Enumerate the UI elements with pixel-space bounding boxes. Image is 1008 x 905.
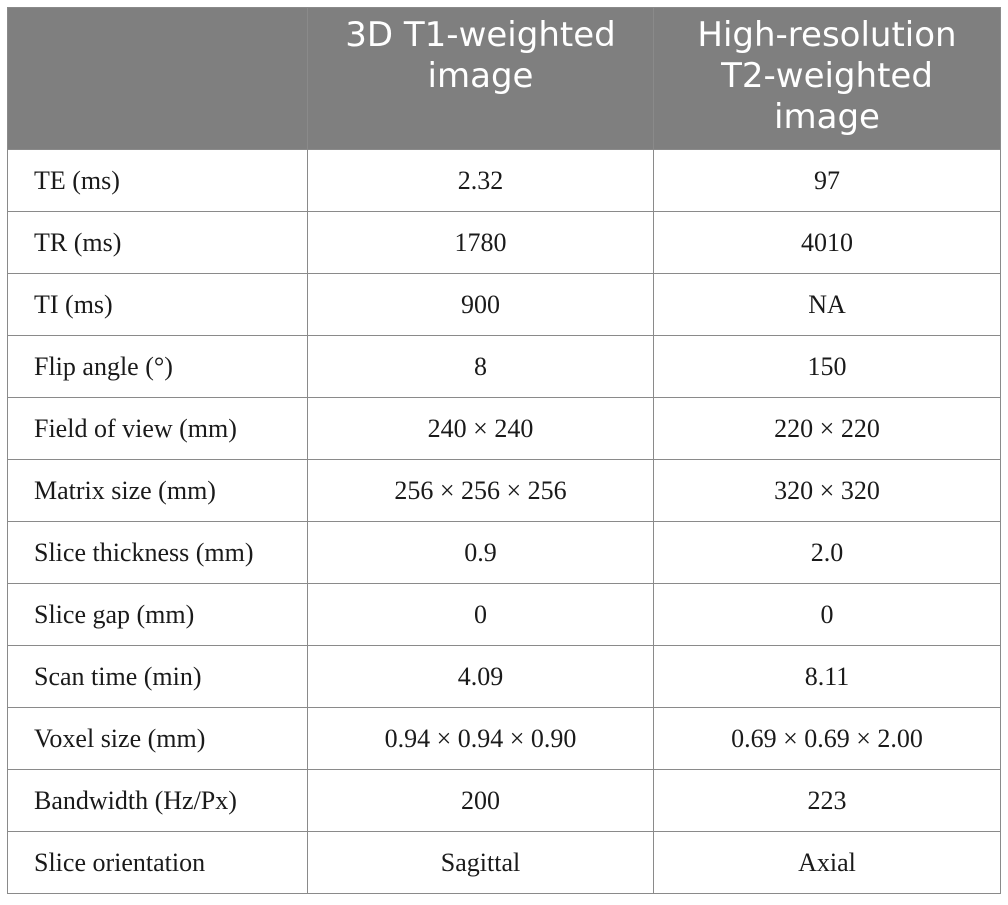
table-row: Voxel size (mm) 0.94 × 0.94 × 0.90 0.69 … xyxy=(7,707,1001,770)
row-label: Slice gap (mm) xyxy=(7,583,308,646)
row-label: Bandwidth (Hz/Px) xyxy=(7,769,308,832)
row-label: TR (ms) xyxy=(7,211,308,274)
row-label: TI (ms) xyxy=(7,273,308,336)
row-label: Scan time (min) xyxy=(7,645,308,708)
table-row: TE (ms) 2.32 97 xyxy=(7,149,1001,212)
row-label: Flip angle (°) xyxy=(7,335,308,398)
t1-value: 0 xyxy=(307,583,654,646)
t2-value: 97 xyxy=(653,149,1001,212)
t1-value: 240 × 240 xyxy=(307,397,654,460)
table-row: Slice thickness (mm) 0.9 2.0 xyxy=(7,521,1001,584)
table-row: Slice orientation Sagittal Axial xyxy=(7,831,1001,894)
table-row: Bandwidth (Hz/Px) 200 223 xyxy=(7,769,1001,832)
header-row: 3D T1-weighted image High-resolution T2-… xyxy=(7,7,1001,150)
t2-value: 4010 xyxy=(653,211,1001,274)
header-t2-line: image xyxy=(774,97,880,137)
t1-value: 0.9 xyxy=(307,521,654,584)
header-t2-line: T2-weighted xyxy=(721,56,933,96)
t2-value: 150 xyxy=(653,335,1001,398)
table-row: Flip angle (°) 8 150 xyxy=(7,335,1001,398)
mri-parameters-table-container: 3D T1-weighted image High-resolution T2-… xyxy=(7,7,1001,894)
row-label: TE (ms) xyxy=(7,149,308,212)
t2-value: NA xyxy=(653,273,1001,336)
t2-value: Axial xyxy=(653,831,1001,894)
t2-value: 0.69 × 0.69 × 2.00 xyxy=(653,707,1001,770)
t1-value: 900 xyxy=(307,273,654,336)
t1-value: 256 × 256 × 256 xyxy=(307,459,654,522)
table-row: TR (ms) 1780 4010 xyxy=(7,211,1001,274)
t2-value: 2.0 xyxy=(653,521,1001,584)
table-header: 3D T1-weighted image High-resolution T2-… xyxy=(7,7,1001,150)
row-label: Matrix size (mm) xyxy=(7,459,308,522)
table-row: Slice gap (mm) 0 0 xyxy=(7,583,1001,646)
t1-value: 4.09 xyxy=(307,645,654,708)
row-label: Slice orientation xyxy=(7,831,308,894)
t1-value: 200 xyxy=(307,769,654,832)
row-label: Field of view (mm) xyxy=(7,397,308,460)
t1-value: Sagittal xyxy=(307,831,654,894)
header-cell-t1: 3D T1-weighted image xyxy=(307,7,654,150)
header-t1-line: image xyxy=(427,56,534,96)
t2-value: 320 × 320 xyxy=(653,459,1001,522)
table-row: Matrix size (mm) 256 × 256 × 256 320 × 3… xyxy=(7,459,1001,522)
t2-value: 8.11 xyxy=(653,645,1001,708)
t2-value: 0 xyxy=(653,583,1001,646)
header-cell-parameter xyxy=(7,7,308,150)
header-cell-t2: High-resolution T2-weighted image xyxy=(653,7,1001,150)
table-row: Field of view (mm) 240 × 240 220 × 220 xyxy=(7,397,1001,460)
header-t2-line: High-resolution xyxy=(697,15,957,55)
table-row: Scan time (min) 4.09 8.11 xyxy=(7,645,1001,708)
t1-value: 1780 xyxy=(307,211,654,274)
t1-value: 2.32 xyxy=(307,149,654,212)
t1-value: 0.94 × 0.94 × 0.90 xyxy=(307,707,654,770)
t2-value: 220 × 220 xyxy=(653,397,1001,460)
t2-value: 223 xyxy=(653,769,1001,832)
table-body: TE (ms) 2.32 97 TR (ms) 1780 4010 TI (ms… xyxy=(7,149,1001,894)
t1-value: 8 xyxy=(307,335,654,398)
mri-parameters-table: 3D T1-weighted image High-resolution T2-… xyxy=(7,7,1001,894)
table-row: TI (ms) 900 NA xyxy=(7,273,1001,336)
row-label: Slice thickness (mm) xyxy=(7,521,308,584)
row-label: Voxel size (mm) xyxy=(7,707,308,770)
header-t1-line: 3D T1-weighted xyxy=(345,15,616,55)
